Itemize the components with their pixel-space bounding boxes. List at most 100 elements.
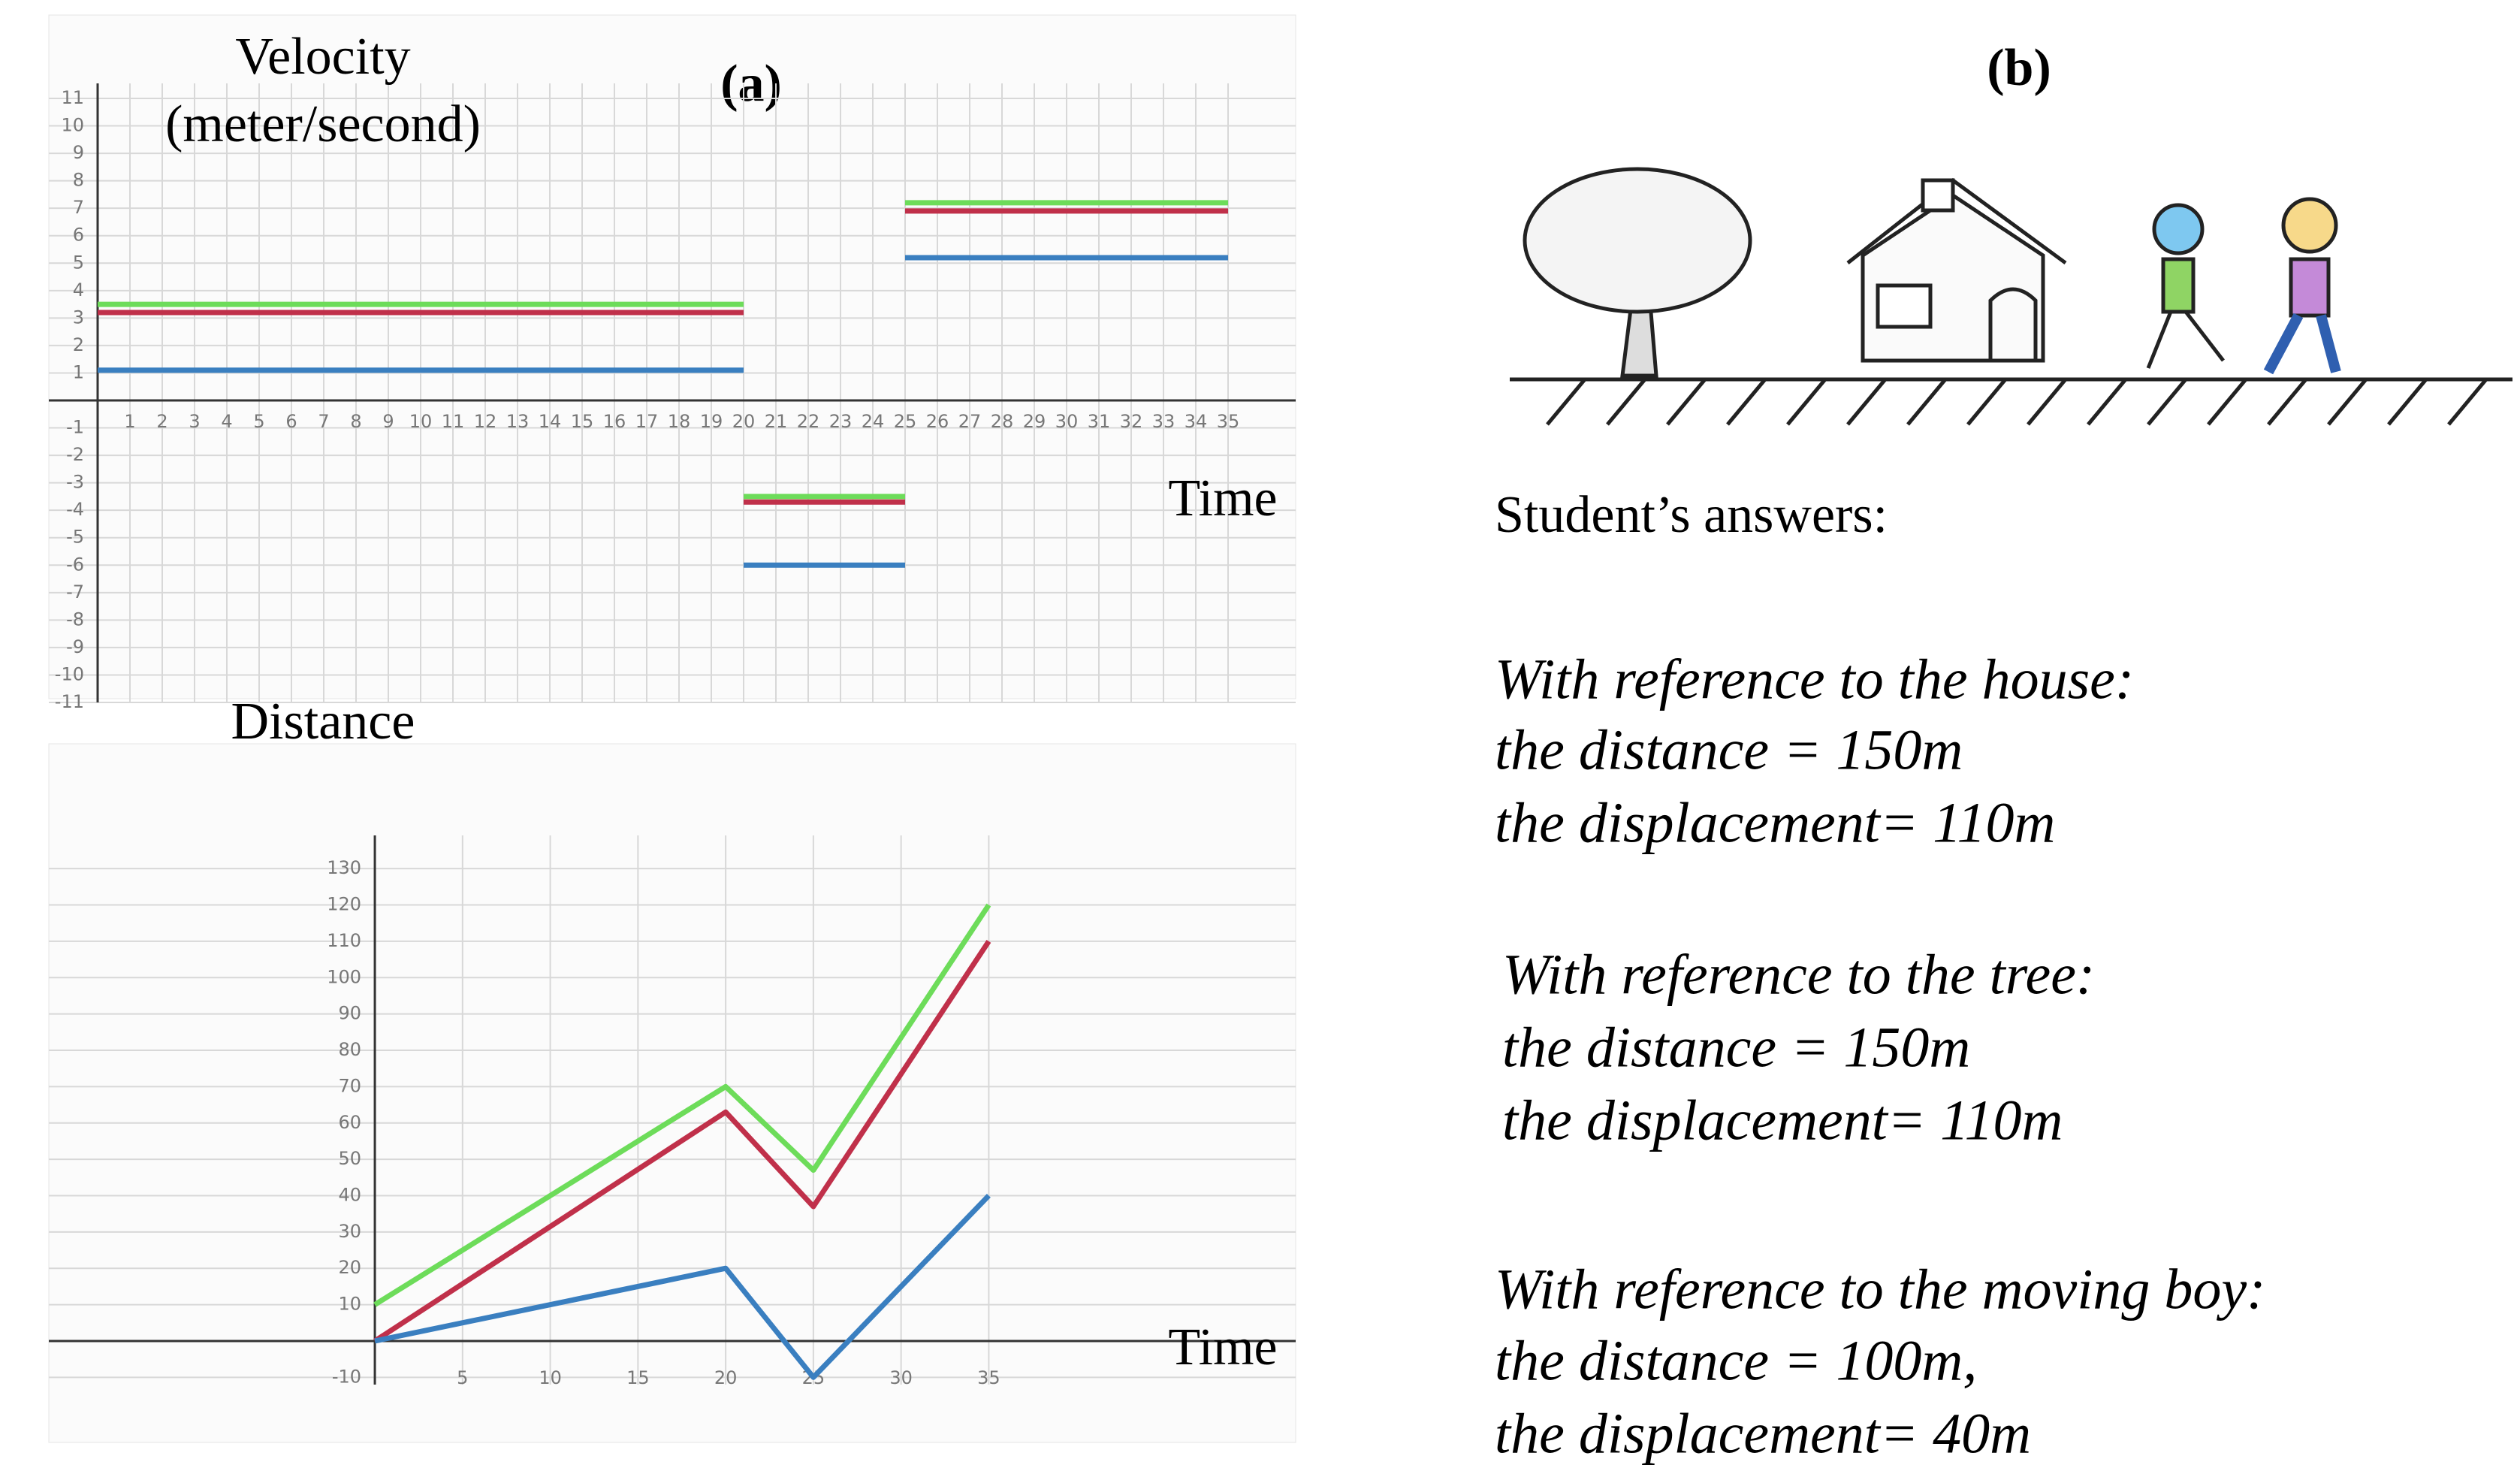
y-tick-label: 40	[339, 1184, 362, 1205]
y-tick-label: -3	[66, 472, 84, 493]
x-tick-label: 20	[714, 1367, 738, 1388]
x-tick-label: 21	[765, 411, 788, 432]
x-tick-label: 31	[1088, 411, 1111, 432]
x-tick-label: 7	[318, 411, 329, 432]
x-tick-label: 32	[1120, 411, 1143, 432]
y-tick-label: 80	[339, 1039, 362, 1060]
answer-line: the displacement= 110m	[1495, 791, 2055, 854]
x-tick-label: 13	[506, 411, 530, 432]
y-tick-label: 130	[327, 857, 361, 878]
x-tick-label: 30	[1055, 411, 1079, 432]
x-tick-label: 11	[442, 411, 465, 432]
y-tick-label: 110	[327, 930, 361, 951]
y-tick-label: -8	[66, 609, 84, 630]
x-tick-label: 9	[382, 411, 394, 432]
y-tick-label: -7	[66, 581, 84, 603]
x-tick-label: 35	[977, 1367, 1000, 1388]
y-tick-label: -10	[332, 1366, 361, 1387]
data-line	[98, 208, 1228, 505]
x-tick-label: 6	[285, 411, 297, 432]
answers-heading: Student’s answers:	[1495, 486, 1888, 544]
answer-line: the distance = 100m,	[1495, 1329, 1977, 1392]
y-tick-label: 1	[73, 361, 84, 382]
x-tick-label: 16	[603, 411, 626, 432]
x-tick-label: 25	[894, 411, 917, 432]
y-tick-label: 70	[339, 1075, 362, 1096]
x-tick-label: 1	[124, 411, 135, 432]
y-tick-label: -5	[66, 527, 84, 548]
answer-line: the displacement= 40m	[1495, 1402, 2031, 1465]
y-tick-label: -9	[66, 636, 84, 657]
x-tick-label: 20	[732, 411, 756, 432]
x-tick-label: 26	[926, 411, 949, 432]
y-tick-label: -11	[55, 691, 84, 712]
x-tick-label: 15	[626, 1367, 650, 1388]
x-tick-label: 5	[253, 411, 264, 432]
x-tick-label: 34	[1185, 411, 1208, 432]
x-tick-label: 35	[1217, 411, 1240, 432]
data-line	[374, 1194, 991, 1380]
answer-reference: With reference to the house:	[1495, 648, 2134, 711]
y-tick-label: 30	[339, 1221, 362, 1242]
x-tick-label: 12	[474, 411, 497, 432]
y-tick-label: 6	[73, 225, 84, 246]
x-tick-label: 30	[889, 1367, 913, 1388]
answer-reference: With reference to the moving boy:	[1495, 1258, 2265, 1321]
x-tick-label: 24	[862, 411, 885, 432]
y-tick-label: -4	[66, 499, 84, 520]
x-axis-label: Time	[1168, 1318, 1277, 1376]
x-tick-label: 8	[350, 411, 361, 432]
answer-line: the distance = 150m	[1495, 718, 1963, 781]
x-tick-label: 14	[539, 411, 562, 432]
y-axis-label: Velocity	[235, 28, 410, 86]
y-tick-label: 5	[73, 252, 84, 273]
y-tick-label: 10	[61, 115, 84, 136]
x-tick-label: 17	[635, 411, 659, 432]
y-tick-label: 9	[73, 142, 84, 163]
y-tick-label: -10	[55, 663, 84, 684]
x-tick-label: 15	[571, 411, 594, 432]
y-tick-label: 60	[339, 1112, 362, 1133]
data-line	[98, 255, 1228, 568]
y-tick-label: 2	[73, 334, 84, 355]
y-tick-label: 3	[73, 307, 84, 328]
x-tick-label: 29	[1023, 411, 1046, 432]
data-line	[373, 903, 991, 1307]
x-tick-label: 18	[668, 411, 691, 432]
x-tick-label: 33	[1152, 411, 1175, 432]
panel-label: (a)	[720, 55, 782, 113]
y-tick-label: -2	[66, 444, 84, 465]
x-tick-label: 10	[409, 411, 433, 432]
x-tick-label: 5	[457, 1367, 468, 1388]
y-tick-label: 20	[339, 1257, 362, 1278]
y-tick-label: 10	[339, 1294, 362, 1315]
answer-reference: With reference to the tree:	[1502, 943, 2095, 1006]
y-tick-label: 120	[327, 894, 361, 915]
y-tick-label: 8	[73, 170, 84, 191]
y-tick-label: 50	[339, 1148, 362, 1169]
x-tick-label: 3	[189, 411, 200, 432]
y-tick-label: 4	[73, 279, 84, 301]
y-tick-label: -1	[66, 417, 84, 438]
y-tick-label: 100	[327, 966, 361, 987]
y-tick-label: 7	[73, 197, 84, 218]
answer-line: the distance = 150m	[1502, 1016, 1970, 1079]
data-line	[98, 200, 1228, 500]
data-line	[373, 939, 991, 1343]
x-tick-label: 4	[221, 411, 232, 432]
x-tick-label: 23	[829, 411, 853, 432]
y-tick-label: 90	[339, 1003, 362, 1024]
x-tick-label: 22	[797, 411, 820, 432]
y-axis-label: Distance	[231, 693, 415, 751]
y-tick-label: -6	[66, 554, 84, 575]
x-axis-label: Time	[1168, 470, 1277, 527]
panel-label: (b)	[1987, 39, 2051, 97]
x-tick-label: 27	[958, 411, 982, 432]
x-tick-label: 10	[539, 1367, 562, 1388]
paper-sheet	[48, 743, 1296, 1443]
illustration	[1510, 167, 2512, 426]
x-tick-label: 2	[156, 411, 167, 432]
x-tick-label: 28	[991, 411, 1014, 432]
